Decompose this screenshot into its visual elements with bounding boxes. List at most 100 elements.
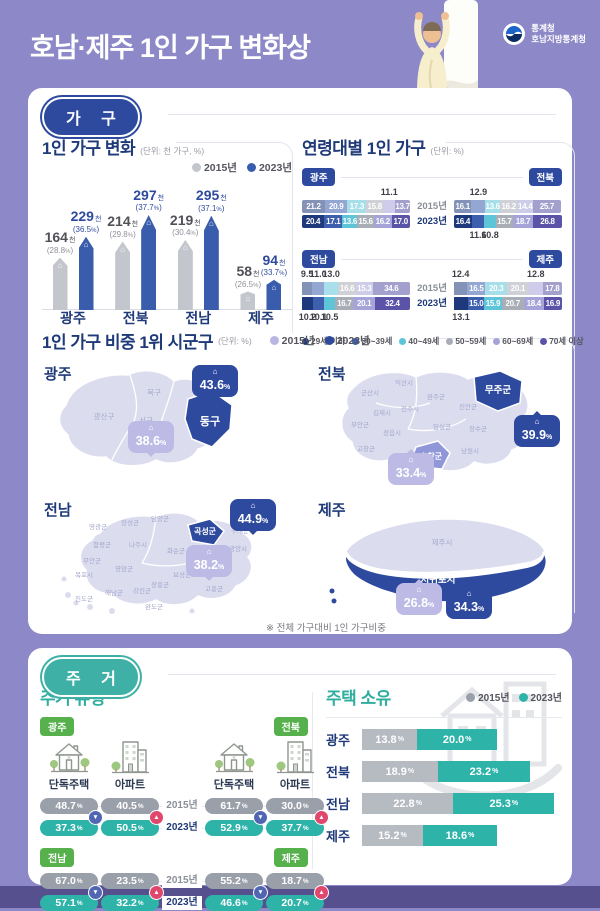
value-pill-2023: 46.6% <box>205 885 268 911</box>
bar-2023: 20.0% <box>417 729 498 750</box>
legend-item-2015: 2015년 <box>191 160 237 175</box>
value-pill-2023: 52.9% <box>205 810 268 836</box>
age-bar-outside-label: 10.8 <box>481 230 499 240</box>
age-bar-segment: 20.7 <box>501 297 524 310</box>
housing-type-label: 아파트 <box>279 779 311 791</box>
legend-item: 30~39세 <box>352 335 392 347</box>
trend-up-icon <box>149 885 164 900</box>
legend-dot-2023 <box>518 693 528 702</box>
legend-dot <box>399 338 407 345</box>
trend-up-icon <box>314 885 329 900</box>
legend-item-2023: 2023년 <box>324 333 370 348</box>
svg-text:고창군: 고창군 <box>357 445 375 453</box>
legend-dot <box>540 338 548 345</box>
apartment-icon <box>111 741 149 774</box>
age-bar-segment: 17.1 <box>324 215 343 228</box>
region-badge-jeonbuk: 전북 <box>273 717 308 736</box>
year-label-2023: 2023년 <box>162 821 202 835</box>
house-glyph-icon: ⌂ <box>250 501 256 510</box>
age-bar-segment: 20.3 <box>485 282 508 295</box>
legend-item: 60~69세 <box>493 335 533 347</box>
age-bar-outside-label: 11.6 <box>469 230 487 240</box>
callout-2023: ⌂ 39.9% <box>514 411 560 447</box>
chart-unit: (단위: %) <box>430 146 464 156</box>
bar-2015: 22.8% <box>362 793 454 814</box>
bar-2023: 25.3% <box>453 793 555 814</box>
age-bar-segment: 16.4 <box>454 215 472 228</box>
bar-value-label: 164천28.8% <box>45 229 76 255</box>
chart-title: 주택 소유 <box>326 689 391 708</box>
house-glyph-icon: ⌂ <box>466 589 472 598</box>
svg-text:장흥군: 장흥군 <box>151 580 169 589</box>
chart-title: 1인 가구 비중 1위 시군구 <box>42 333 214 352</box>
bar-group-gwangju: 164천28.8% ⌂ 229천36.5% ⌂ <box>44 178 102 310</box>
jeonnam-map-illustration: 영광군 장성군 담양군 구례군 함평군 나주시 화순군 순천시 광양시 무안군 … <box>61 511 253 614</box>
page-title: 호남·제주 1인 가구 변화상 <box>30 33 311 63</box>
age-bar-segment <box>484 215 496 228</box>
trend-down-icon <box>88 885 103 900</box>
age-bar-outside-label: 10.2 <box>298 312 317 322</box>
age-bar-segment <box>528 282 543 295</box>
callout-2023: ⌂ 43.6% <box>192 365 238 401</box>
bar-value-label: 94천33.7% <box>261 252 287 278</box>
housing-type-column: 단독주택 <box>40 738 98 792</box>
maps-legend: 2015년 2023년 <box>269 333 370 348</box>
region-badge-jeonnam: 전남 <box>40 848 75 867</box>
house-glyph-icon: ⌂ <box>408 455 414 464</box>
map-jeonnam: 전남 영광군 장성군 담양군 구례군 함평군 나주시 화순군 순천시 <box>42 499 300 621</box>
map-jeju: 제주 제주시 서귀포시 ⌂ 26.8% ⌂ 34.3% <box>316 499 574 621</box>
divider-line <box>341 176 523 178</box>
svg-text:군산시: 군산시 <box>361 388 379 397</box>
age-bar-outside-label: 11.1 <box>380 187 398 197</box>
gwangju-map-illustration: 광산구 북구 서구 남구 동구 <box>58 369 233 467</box>
jeju-map-illustration: 제주시 서귀포시 <box>329 518 547 604</box>
stacked-bar-2015: 16.1 12.9 13.6 16.2 14.4 25.7 <box>454 187 562 213</box>
age-bar-segment <box>323 297 336 310</box>
bar-value-label: 297천37.7% <box>133 187 164 213</box>
top-district-maps: 1인 가구 비중 1위 시군구 (단위: %) 2015년 2023년 광주 광산… <box>42 328 574 634</box>
age-bar-segment: 15.6 <box>357 215 375 228</box>
svg-text:해남군: 해남군 <box>105 588 123 597</box>
svg-text:서구: 서구 <box>139 416 153 425</box>
age-bar-segment: 20.4 <box>302 215 325 228</box>
value-pill-2015: 23.5% <box>101 873 159 889</box>
age-bar-segment: 16.5 <box>467 282 486 295</box>
legend-item: 50~59세 <box>446 335 486 347</box>
age-bar-segment: 18.7 <box>512 215 534 228</box>
legend-dot <box>493 338 501 345</box>
row-label-2015: 2015년 <box>417 283 447 294</box>
housing-card: 주 거 주거 유형 광주 전북 단독주택 <box>28 648 572 911</box>
age-bar-segment: 25.7 <box>533 200 561 213</box>
bar-2015: 18.9% <box>362 761 438 782</box>
value-pill-2023: 20.7% <box>266 885 329 911</box>
apartment-icon <box>276 741 314 774</box>
ownership-row-jeju: 제주 15.2% 18.6% <box>326 825 562 846</box>
house-glyph-icon: ⌂ <box>148 423 154 432</box>
house-glyph-icon: ⌂ <box>534 417 540 426</box>
house-glyph-icon: ⌂ <box>271 282 277 292</box>
age-bar-segment: 13.7 <box>395 200 410 213</box>
legend-dot <box>352 338 360 345</box>
age-bar-segment: 16.2 <box>374 215 392 228</box>
bar-2023: ⌂ <box>78 236 94 310</box>
house-glyph-icon: ⌂ <box>83 239 89 249</box>
age-bar-outside-label: 12.9 <box>469 187 488 197</box>
map-region-name: 제주 <box>318 502 346 519</box>
map-region-name: 광주 <box>44 366 72 383</box>
age-bar-segment: 32.4 <box>374 297 410 310</box>
row-label-2023: 2023년 <box>417 216 447 227</box>
legend-dot-2023 <box>246 163 256 172</box>
agency-name-top: 통계청 <box>531 23 555 34</box>
trend-up-icon <box>149 810 164 825</box>
age-bar-segment: 26.8 <box>533 215 562 228</box>
value-pill-2023: 37.3% <box>40 810 103 836</box>
bar-group-jeju: 58천26.5% ⌂ 94천33.7% ⌂ <box>232 178 290 310</box>
region-badge-jeonnam: 전남 <box>302 250 336 268</box>
bar-group-jeonbuk: 214천29.8% ⌂ 297천37.7% ⌂ <box>107 178 165 310</box>
value-pill-2023: 50.5% <box>101 810 164 836</box>
svg-text:전주시: 전주시 <box>401 404 419 413</box>
map-gwangju: 광주 광산구 북구 서구 남구 동구 ⌂43.6% ⌂38.6% <box>42 363 300 485</box>
svg-text:목포시: 목포시 <box>75 571 93 579</box>
bar-chart-area: 164천28.8% ⌂ 229천36.5% ⌂ 214천29.8% ⌂ 297천37.… <box>42 178 292 328</box>
bar-2023: 23.2% <box>437 761 531 782</box>
